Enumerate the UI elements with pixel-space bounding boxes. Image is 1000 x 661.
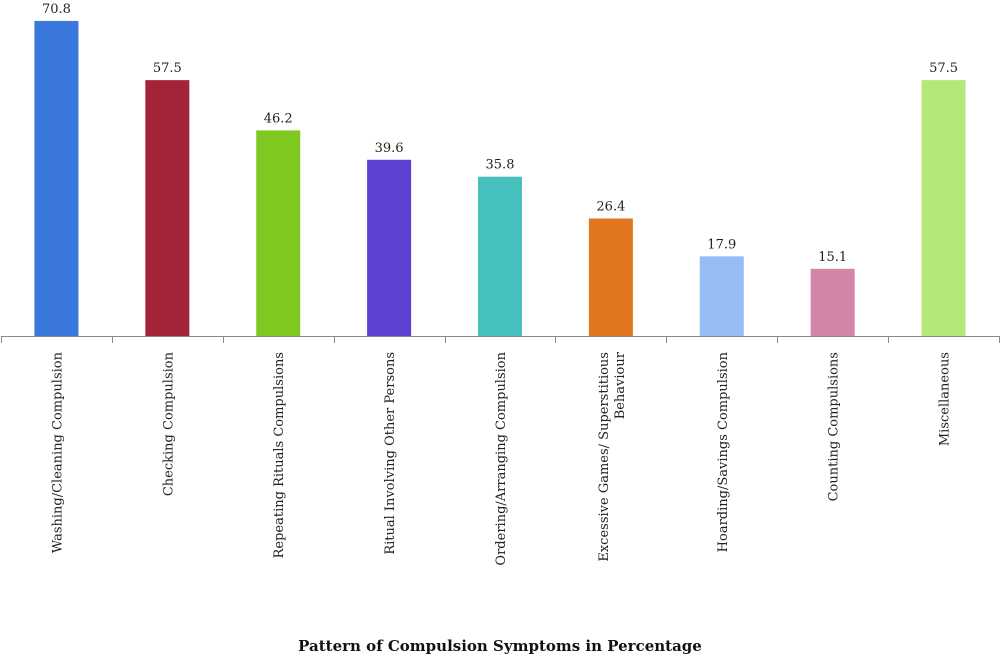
x-tick-label: Behaviour — [613, 351, 628, 419]
x-tick-label: Repeating Rituals Compulsions — [272, 352, 287, 558]
bars-layer — [34, 20, 966, 336]
data-label: 57.5 — [153, 61, 182, 76]
data-label: 15.1 — [818, 250, 847, 265]
bar — [478, 176, 522, 336]
data-label: 35.8 — [486, 158, 515, 173]
data-label: 46.2 — [264, 111, 293, 126]
chart-title: Pattern of Compulsion Symptoms in Percen… — [298, 637, 702, 655]
bar — [588, 218, 633, 336]
x-tick-label: Washing/Cleaning Compulsion — [50, 351, 65, 553]
x-axis — [1, 336, 1000, 343]
bar — [145, 80, 190, 336]
data-label: 17.9 — [707, 237, 736, 252]
x-tick-label: Ordering/Arranging Compulsion — [494, 351, 509, 565]
category-labels-layer: Washing/Cleaning Compulsion Checking Comp… — [50, 351, 952, 565]
data-label: 39.6 — [375, 141, 404, 156]
x-tick-label: Miscellaneous — [938, 352, 953, 446]
data-label: 26.4 — [596, 200, 625, 215]
x-tick-label: Ritual Involving Other Persons — [383, 352, 398, 555]
value-labels-layer: 70.8 57.5 46.2 39.6 35.8 26.4 17.9 15.1 57.5 — [42, 2, 958, 265]
x-tick-label: Counting Compulsions — [827, 352, 842, 501]
bar — [699, 256, 744, 336]
bar — [810, 268, 855, 336]
bar — [367, 159, 412, 336]
data-label: 70.8 — [42, 2, 71, 17]
bar — [256, 130, 301, 336]
bar — [921, 80, 966, 336]
data-label: 57.5 — [929, 61, 958, 76]
bar — [34, 20, 79, 336]
x-tick-label: Checking Compulsion — [161, 351, 176, 496]
x-tick-label: Excessive Games/ Superstitious — [597, 352, 612, 562]
x-tick-label: Hoarding/Savings Compulsion — [716, 351, 731, 552]
